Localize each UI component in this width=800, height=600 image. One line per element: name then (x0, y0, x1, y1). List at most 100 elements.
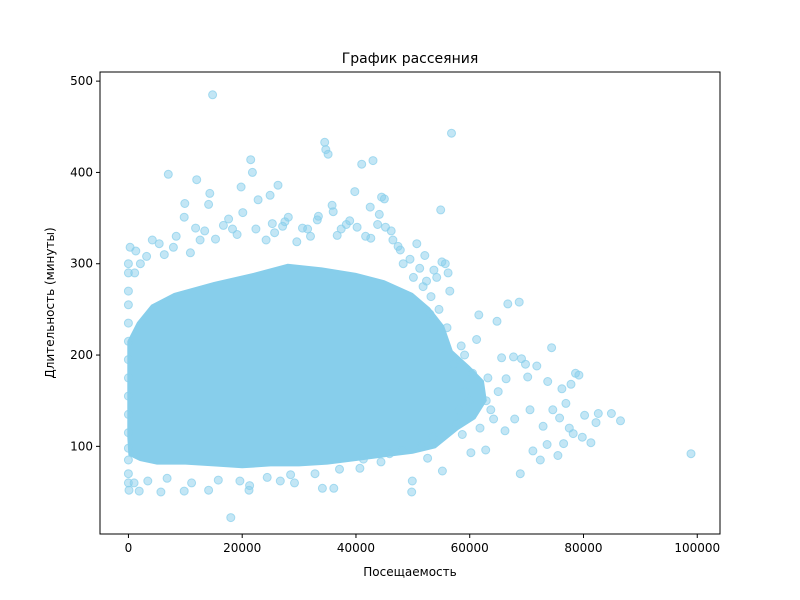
scatter-point (123, 409, 133, 419)
scatter-point (123, 428, 133, 438)
x-tick-label: 20000 (223, 541, 261, 555)
scatter-point (395, 245, 405, 255)
scatter-point (129, 478, 139, 488)
scatter-point (192, 175, 202, 185)
scatter-point (423, 453, 433, 463)
scatter-point (475, 423, 485, 433)
scatter-point (159, 250, 169, 260)
scatter-point (483, 373, 493, 383)
scatter-point (358, 454, 368, 464)
scatter-point (381, 222, 390, 232)
scatter-point (275, 476, 285, 486)
scatter-point (416, 441, 426, 451)
scatter-point (437, 466, 447, 476)
x-tick-label: 40000 (337, 541, 375, 555)
scatter-point (566, 379, 576, 389)
scatter-point (163, 169, 173, 179)
scatter-point (298, 223, 307, 233)
scatter-point (135, 259, 145, 269)
scatter-point (262, 472, 272, 482)
scatter-point (468, 368, 478, 378)
scatter-point (474, 310, 484, 320)
scatter-point (355, 463, 365, 473)
scatter-point (532, 361, 542, 371)
scatter-point (142, 251, 152, 261)
scatter-point (492, 316, 502, 326)
scatter-point (434, 304, 444, 314)
point-cloud (127, 263, 487, 469)
scatter-point (447, 128, 456, 138)
scatter-point (283, 212, 293, 222)
scatter-point (515, 469, 525, 479)
scatter-point (323, 149, 333, 159)
scatter-point (224, 214, 234, 224)
scatter-point (538, 421, 548, 431)
scatter-point (561, 398, 571, 408)
scatter-point (335, 464, 344, 474)
scatter-point (286, 470, 296, 480)
scatter-point (312, 215, 322, 225)
scatter-point (357, 159, 367, 169)
scatter-point (317, 483, 327, 493)
scatter-point (432, 272, 442, 282)
scatter-point (306, 231, 315, 241)
scatter-point (123, 469, 133, 479)
dense-point-cloud (127, 263, 487, 469)
scatter-point (568, 429, 578, 439)
scatter-point (415, 263, 425, 273)
scatter-point (162, 473, 172, 483)
scatter-point (523, 372, 533, 382)
scatter-point (131, 246, 141, 256)
scatter-point (586, 438, 596, 448)
y-tick-label: 500 (70, 74, 93, 88)
x-tick-label: 100000 (674, 541, 720, 555)
scatter-point (123, 336, 133, 346)
scatter-point (211, 234, 220, 244)
scatter-point (454, 405, 464, 415)
scatter-point (425, 309, 435, 319)
scatter-point (542, 440, 552, 449)
scatter-point (185, 248, 195, 258)
scatter-point (501, 374, 511, 384)
scatter-point (440, 259, 450, 269)
scatter-point (180, 199, 190, 208)
scatter-point (368, 156, 378, 166)
scatter-point (493, 387, 503, 397)
scatter-point (226, 513, 236, 523)
scatter-point (171, 231, 181, 241)
scatter-point (543, 377, 553, 386)
y-axis-label: Длительность (минуты) (43, 227, 57, 378)
scatter-point (123, 286, 133, 296)
scatter-point (436, 205, 446, 215)
scatter-point (574, 370, 584, 380)
scatter-point (385, 449, 394, 459)
scatter-point (460, 387, 470, 397)
scatter-point (123, 373, 133, 383)
scatter-point (407, 476, 417, 486)
scatter-point (154, 239, 164, 249)
scatter-point (514, 297, 524, 307)
scatter-point (616, 416, 625, 426)
scatter-point (195, 235, 205, 245)
scatter-point (521, 359, 530, 369)
y-tick-label: 300 (70, 257, 93, 271)
scatter-point (426, 292, 436, 302)
scatter-point (290, 478, 299, 488)
scatter-point (528, 446, 538, 456)
scatter-point (366, 233, 376, 243)
scatter-point (591, 418, 601, 428)
scatter-point (200, 226, 210, 236)
scatter-point (123, 355, 133, 365)
scatter-point (124, 485, 134, 495)
scatter-point (246, 155, 256, 165)
scatter-point (123, 300, 133, 310)
scatter-point (320, 137, 330, 147)
scatter-point (251, 224, 261, 234)
scatter-point (191, 223, 201, 233)
scatter-point (245, 481, 255, 491)
scatter-point (547, 343, 557, 353)
scatter-point (451, 419, 461, 428)
scatter-point (457, 430, 467, 439)
y-axis-ticks: 100 200 300 400 500 (70, 74, 100, 453)
